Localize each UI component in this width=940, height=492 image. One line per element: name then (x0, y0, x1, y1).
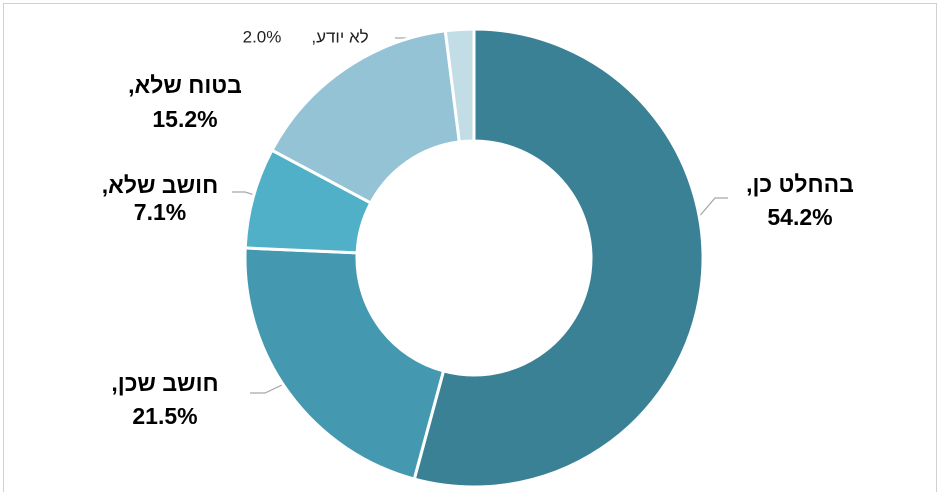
value-label: 54.2% (767, 204, 832, 230)
donut-slice (269, 29, 462, 205)
value-label: 2.0% (243, 27, 282, 46)
category-label: לא יודע, (311, 27, 368, 46)
donut-slice (243, 246, 446, 481)
category-label: חושב שכן, (111, 370, 218, 396)
value-label: 7.1% (134, 199, 186, 225)
category-label: בהחלט כן, (746, 171, 854, 197)
category-label: בטוח שלא, (128, 72, 242, 98)
donut-slice (443, 27, 476, 144)
category-label: חושב שלא, (102, 172, 218, 198)
value-label: 15.2% (152, 106, 217, 132)
donut-slice (412, 27, 705, 489)
value-label: 21.5% (132, 403, 197, 429)
